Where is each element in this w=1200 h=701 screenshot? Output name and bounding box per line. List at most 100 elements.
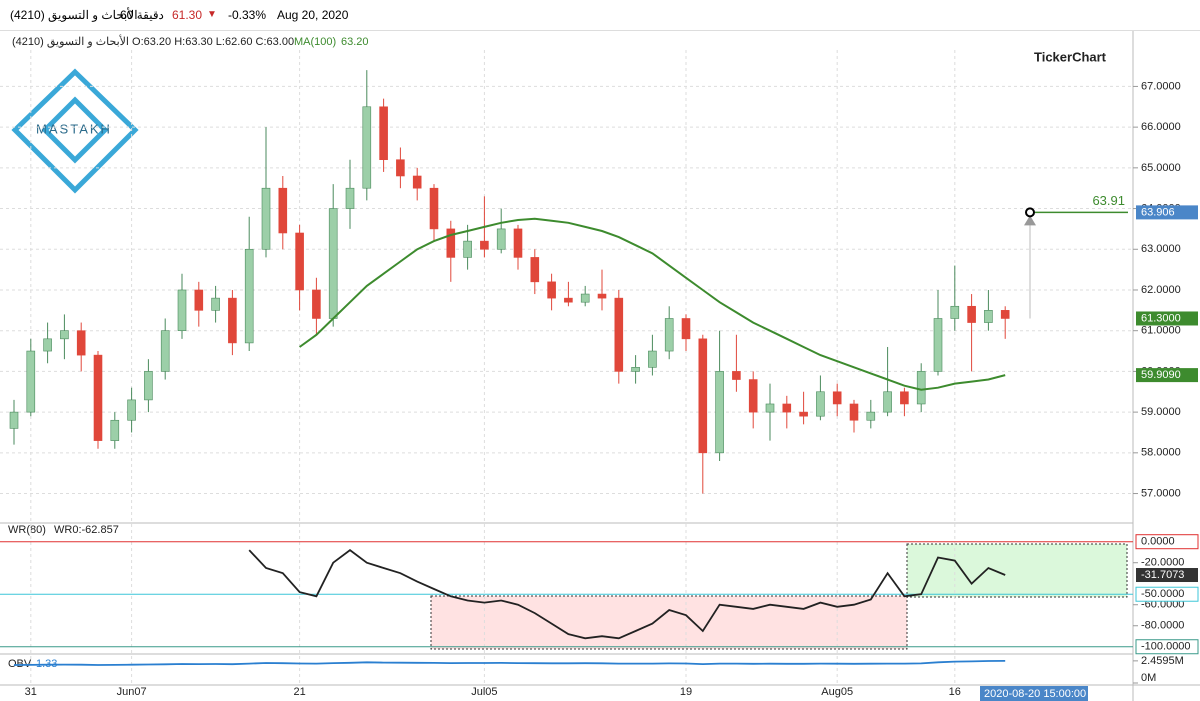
candle-body (278, 187, 288, 234)
target-label-box (1136, 205, 1198, 220)
candle-body (9, 411, 19, 429)
candle-body (916, 371, 926, 405)
candle-body (412, 175, 422, 189)
brand: TickerChart (1034, 49, 1107, 64)
candle-body (933, 318, 943, 372)
level-label: -100.0000 (1141, 641, 1191, 653)
candle-body (379, 106, 388, 161)
y-tick-label: 57.0000 (1141, 487, 1181, 499)
ma-readout: 63.20 (341, 36, 369, 48)
candle-body (580, 293, 590, 303)
y-tick-label: 2.4595M (1141, 655, 1184, 667)
cursor-date-box (980, 686, 1088, 701)
change: -0.33% (228, 8, 267, 22)
ma-last-label: 59.9090 (1141, 369, 1181, 381)
target-label: 63.906 (1141, 206, 1175, 218)
candle-body (144, 371, 153, 401)
y-tick-label: 65.0000 (1141, 162, 1181, 174)
x-tick-label: 16 (949, 686, 961, 698)
indicator-last-label: -31.7073 (1141, 569, 1184, 581)
candle-body (849, 403, 859, 421)
candle-body (496, 228, 506, 250)
candle-body (396, 159, 405, 177)
symbol: الأبحاث و التسويق (4210) (10, 8, 138, 22)
candle-body (244, 248, 254, 344)
y-tick-label: 66.0000 (1141, 121, 1181, 133)
overbought-zone (906, 543, 1128, 598)
y-tick-label: 61.0000 (1141, 325, 1181, 337)
candle-body (328, 208, 338, 319)
x-tick-label: Jun07 (117, 686, 147, 698)
interval: 60 دقيقة (120, 8, 164, 22)
ma-last-label-box (1136, 368, 1198, 383)
down-arrow: ▼ (207, 9, 217, 20)
candle-body (681, 318, 691, 340)
logo (11, 68, 139, 194)
candle-body (295, 232, 304, 291)
candle-body (698, 338, 708, 454)
candle-body (513, 228, 523, 258)
candle-body (547, 281, 556, 299)
candle-body (194, 289, 204, 311)
candle-body (866, 411, 876, 421)
logo-text: MASTAKH (36, 121, 112, 136)
candle-body (76, 330, 86, 356)
candle-body (345, 187, 355, 209)
candle-body (228, 297, 237, 344)
candle-body (177, 289, 187, 331)
ma-legend: MA(100) (294, 36, 336, 48)
y-tick-label: 62.0000 (1141, 284, 1181, 296)
candle-body (631, 367, 640, 372)
candle-body (1000, 310, 1010, 319)
candle-body (110, 419, 120, 441)
candle-body (648, 350, 657, 368)
cursor-date: 2020-08-20 15:00:00 (984, 688, 1086, 700)
price: 61.30 (172, 8, 203, 22)
candle-body (446, 228, 456, 258)
x-tick-label: 19 (680, 686, 692, 698)
candle-body (748, 379, 758, 413)
candle-body (782, 403, 792, 413)
candle-body (362, 106, 372, 189)
candle-body (261, 187, 271, 250)
y-tick-label: 59.0000 (1141, 406, 1181, 418)
candle-body (900, 391, 909, 405)
level-label: -50.0000 (1141, 588, 1184, 600)
indicator-last-label-box (1136, 568, 1198, 583)
level-label: 0.0000 (1141, 536, 1175, 548)
x-tick-label: Aug05 (821, 686, 853, 698)
candle-body (715, 371, 724, 454)
oversold-zone (430, 595, 908, 650)
candle-body (530, 257, 540, 283)
candle-body (211, 297, 220, 311)
ohlc-readout: الأبحاث و التسويق (4210) O:63.20 H:63.30… (12, 34, 294, 48)
last-price-label-box (1136, 311, 1198, 326)
obv-legend: OBV (8, 658, 32, 670)
target-arrow (1024, 215, 1036, 226)
y-tick-label: -80.0000 (1141, 620, 1184, 632)
candle-body (816, 391, 825, 417)
level-box (1135, 586, 1199, 602)
candle-body (883, 391, 892, 413)
candle-body (832, 391, 842, 405)
ma-line (299, 217, 1006, 391)
x-tick-label: Jul05 (471, 686, 497, 698)
target-annotation: 63.91 (1092, 193, 1125, 208)
candle-body (463, 240, 472, 258)
candle-body (127, 399, 136, 421)
candle-body (614, 297, 624, 372)
candle-body (564, 297, 573, 303)
date: Aug 20, 2020 (277, 8, 349, 22)
y-tick-label: 67.0000 (1141, 80, 1181, 92)
y-tick-label: -20.0000 (1141, 557, 1184, 569)
candle-body (765, 403, 775, 413)
level-box (1135, 639, 1199, 655)
candle-body (950, 305, 960, 319)
candle-body (799, 411, 808, 417)
candle-body (664, 318, 674, 352)
candle-body (160, 330, 170, 372)
candle-body (312, 289, 321, 319)
x-tick-label: 21 (293, 686, 305, 698)
